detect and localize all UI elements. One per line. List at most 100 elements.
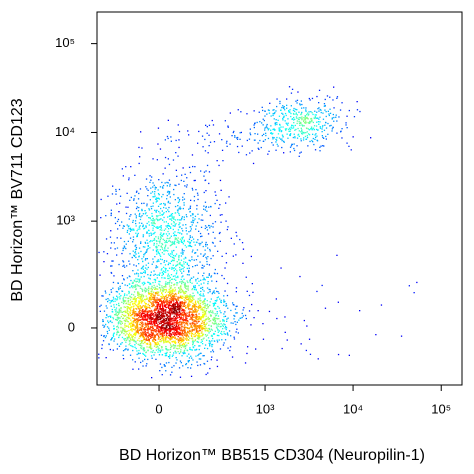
event-dot bbox=[202, 146, 204, 148]
event-dot bbox=[189, 244, 191, 247]
event-dot bbox=[117, 325, 119, 327]
event-dot bbox=[154, 292, 157, 294]
event-dot bbox=[194, 307, 196, 309]
event-dot bbox=[205, 206, 207, 209]
event-dot bbox=[288, 110, 290, 112]
event-dot bbox=[200, 235, 202, 238]
event-dot bbox=[182, 295, 184, 298]
event-dot bbox=[296, 109, 298, 111]
event-dot bbox=[297, 134, 299, 136]
event-dot bbox=[158, 316, 160, 319]
event-dot bbox=[171, 325, 174, 327]
event-dot bbox=[290, 145, 293, 147]
event-dot bbox=[150, 295, 152, 297]
event-dot bbox=[147, 332, 149, 334]
event-dot bbox=[282, 106, 285, 109]
event-dot bbox=[317, 117, 319, 119]
event-dot bbox=[137, 210, 140, 212]
event-dot bbox=[172, 311, 174, 314]
event-dot bbox=[380, 304, 383, 306]
event-dot bbox=[173, 216, 175, 218]
event-dot bbox=[215, 194, 217, 196]
event-dot bbox=[173, 278, 176, 280]
event-dot bbox=[262, 323, 264, 325]
event-dot bbox=[108, 299, 110, 301]
event-dot bbox=[157, 311, 159, 314]
event-dot bbox=[172, 275, 175, 277]
event-dot bbox=[356, 101, 358, 103]
event-dot bbox=[160, 227, 162, 229]
event-dot bbox=[157, 249, 159, 251]
event-dot bbox=[296, 120, 298, 122]
event-dot bbox=[105, 317, 107, 319]
event-dot bbox=[111, 193, 114, 195]
event-dot bbox=[219, 326, 221, 328]
event-dot bbox=[105, 292, 107, 294]
event-dot bbox=[225, 262, 228, 264]
event-dot bbox=[128, 179, 130, 181]
event-dot bbox=[329, 108, 331, 110]
event-dot bbox=[140, 361, 142, 364]
event-dot bbox=[154, 307, 156, 309]
event-dot bbox=[171, 366, 173, 368]
event-dot bbox=[162, 290, 165, 292]
event-dot bbox=[161, 303, 164, 305]
event-dot bbox=[294, 110, 296, 112]
event-dot bbox=[169, 202, 171, 204]
event-dot bbox=[215, 326, 218, 328]
event-dot bbox=[254, 133, 256, 135]
event-dot bbox=[253, 124, 255, 126]
event-dot bbox=[138, 308, 140, 310]
event-dot bbox=[142, 325, 144, 327]
event-dot bbox=[112, 335, 115, 337]
event-dot bbox=[159, 214, 161, 216]
event-dot bbox=[140, 334, 142, 336]
event-dot bbox=[235, 305, 237, 308]
event-dot bbox=[236, 312, 238, 314]
event-dot bbox=[172, 264, 174, 266]
event-dot bbox=[185, 257, 187, 259]
event-dot bbox=[148, 217, 150, 219]
event-dot bbox=[115, 318, 117, 321]
event-dot bbox=[196, 318, 199, 321]
event-dot bbox=[164, 298, 166, 300]
event-dot bbox=[200, 305, 202, 308]
event-dot bbox=[164, 365, 166, 367]
event-dot bbox=[180, 281, 182, 283]
event-dot bbox=[189, 308, 191, 310]
event-dot bbox=[180, 324, 182, 326]
event-dot bbox=[217, 291, 219, 293]
event-dot bbox=[276, 98, 278, 100]
event-dot bbox=[154, 256, 156, 258]
event-dot bbox=[176, 270, 178, 272]
event-dot bbox=[177, 276, 179, 279]
event-dot bbox=[134, 361, 136, 363]
event-dot bbox=[168, 240, 170, 242]
event-dot bbox=[172, 257, 175, 259]
event-dot bbox=[172, 336, 174, 338]
event-dot bbox=[227, 317, 229, 319]
event-dot bbox=[196, 264, 198, 266]
event-dot bbox=[170, 287, 172, 289]
event-dot bbox=[178, 347, 181, 349]
event-dot bbox=[148, 333, 150, 335]
event-dot bbox=[135, 321, 138, 323]
event-dot bbox=[157, 291, 159, 294]
event-dot bbox=[163, 221, 165, 223]
event-dot bbox=[202, 338, 204, 340]
event-dot bbox=[309, 122, 311, 124]
event-dot bbox=[158, 354, 161, 356]
event-dot bbox=[152, 313, 155, 315]
event-dot bbox=[202, 267, 204, 269]
event-dot bbox=[142, 256, 145, 258]
event-dot bbox=[206, 260, 208, 263]
event-dot bbox=[161, 366, 163, 369]
event-dot bbox=[156, 299, 158, 301]
event-dot bbox=[139, 309, 141, 311]
event-dot bbox=[139, 326, 142, 329]
event-dot bbox=[200, 170, 202, 172]
event-dot bbox=[169, 320, 171, 322]
event-dot bbox=[180, 219, 182, 221]
event-dot bbox=[118, 302, 120, 305]
event-dot bbox=[195, 288, 197, 291]
